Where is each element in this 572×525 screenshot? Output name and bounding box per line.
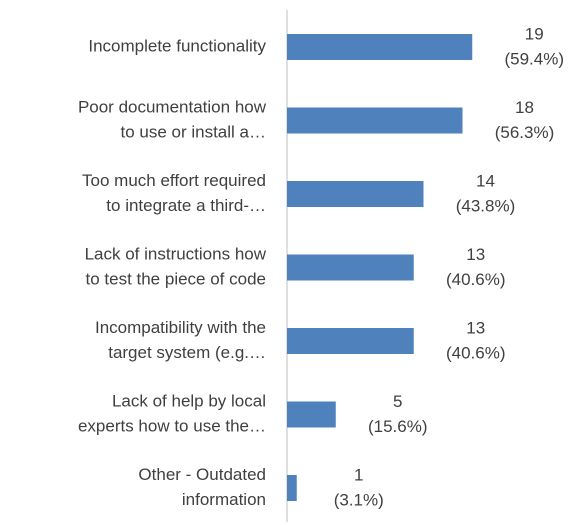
- value-label: 19: [525, 24, 544, 43]
- percent-label: (43.8%): [456, 196, 516, 215]
- value-label: 1: [354, 465, 363, 484]
- value-label: 18: [515, 98, 534, 117]
- value-label: 5: [393, 392, 402, 411]
- category-label: information: [182, 490, 266, 509]
- percent-label: (40.6%): [446, 270, 506, 289]
- category-label: target system (e.g.…: [108, 343, 266, 362]
- category-label: Lack of help by local: [112, 391, 266, 410]
- percent-label: (56.3%): [495, 123, 555, 142]
- category-label: Lack of instructions how: [85, 244, 267, 263]
- category-label: experts how to use the…: [78, 416, 266, 435]
- category-label: to integrate a third-…: [106, 196, 266, 215]
- bar: [287, 254, 414, 281]
- percent-label: (15.6%): [368, 417, 428, 436]
- bar: [287, 107, 463, 134]
- category-label: Too much effort required: [82, 171, 266, 190]
- category-label: to test the piece of code: [85, 269, 266, 288]
- value-label: 14: [476, 171, 495, 190]
- category-label: Other - Outdated: [138, 465, 266, 484]
- percent-label: (59.4%): [504, 49, 564, 68]
- category-label: Incomplete functionality: [88, 36, 266, 55]
- bar: [287, 475, 297, 501]
- category-label: to use or install a…: [120, 122, 266, 141]
- percent-label: (3.1%): [334, 490, 384, 509]
- percent-label: (40.6%): [446, 343, 506, 362]
- value-label: 13: [466, 245, 485, 264]
- value-label: 13: [466, 318, 485, 337]
- category-label: Incompatibility with the: [95, 318, 266, 337]
- category-label: Poor documentation how: [78, 97, 267, 116]
- bar: [287, 328, 414, 354]
- bar: [287, 401, 336, 428]
- bar: [287, 34, 473, 60]
- bar: [287, 181, 424, 207]
